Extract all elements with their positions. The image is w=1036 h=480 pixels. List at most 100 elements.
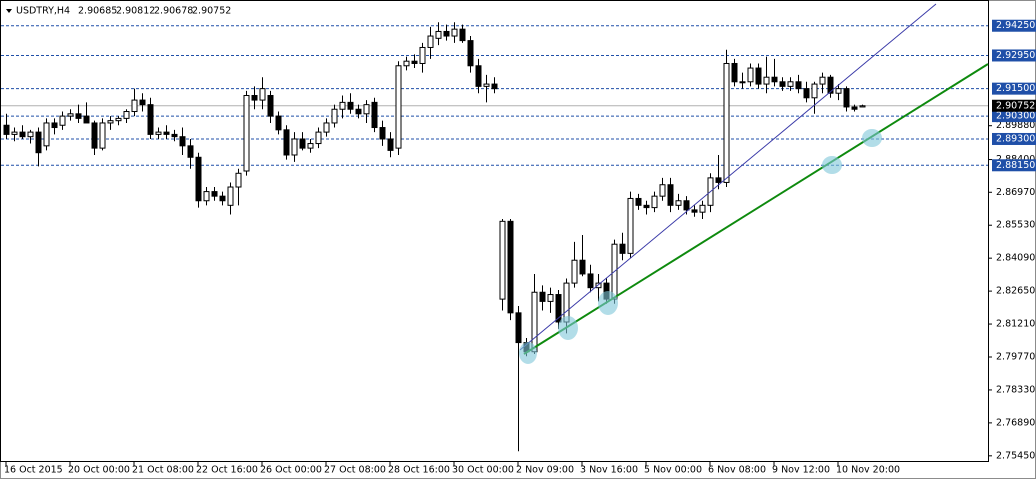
candle-body	[419, 46, 426, 64]
candle-body	[555, 294, 562, 323]
x-tick-label: 2 Nov 09:00	[516, 465, 574, 476]
candle-body	[739, 81, 746, 84]
candle-body	[91, 122, 98, 149]
trend-line-thin[interactable]	[519, 3, 937, 351]
candle-body	[779, 81, 786, 87]
level-label: 2.92950	[996, 50, 1035, 61]
x-tick-label: 10 Nov 20:00	[836, 465, 900, 476]
candle-body	[643, 204, 650, 209]
candle-body	[179, 136, 186, 147]
candle-body	[251, 95, 258, 101]
touch-marker	[558, 316, 578, 340]
candle-body	[859, 105, 866, 108]
candle-body	[115, 117, 122, 122]
candle-body	[219, 195, 226, 202]
candle-body	[659, 184, 666, 197]
price-label: 2.90752	[996, 100, 1035, 111]
candle-body	[531, 291, 538, 353]
candle-body	[619, 243, 626, 254]
candle-body	[443, 30, 450, 37]
touch-marker	[598, 291, 618, 315]
candle-body	[667, 184, 674, 206]
candle-body	[83, 115, 90, 124]
candle-body	[627, 197, 634, 254]
candle-body	[587, 273, 594, 289]
candle-body	[347, 101, 354, 110]
price-label-box	[992, 99, 1036, 112]
candle-body	[155, 131, 162, 135]
candle-body	[123, 111, 130, 119]
candle-body	[459, 28, 466, 42]
y-tick-label: 2.85530	[996, 220, 1035, 231]
x-tick-label: 20 Oct 00:00	[68, 465, 130, 476]
x-tick-label: 16 Oct 2015	[4, 465, 63, 476]
quote-high: 2.90812	[116, 6, 155, 17]
candle-body	[427, 35, 434, 48]
candle-body	[483, 83, 490, 87]
candle-body	[211, 191, 218, 197]
candle-body	[227, 186, 234, 206]
x-tick-label: 5 Nov 00:00	[644, 465, 702, 476]
candle-body	[307, 143, 314, 149]
candle-body	[291, 138, 298, 156]
y-tick-label: 2.78330	[996, 384, 1035, 395]
level-label-box	[992, 82, 1036, 95]
candle-body	[635, 197, 642, 206]
candle-body	[467, 40, 474, 67]
level-label-box	[992, 49, 1036, 62]
candle-body	[571, 259, 578, 284]
candle-body	[475, 65, 482, 87]
candle-body	[67, 113, 74, 117]
candle-body	[387, 138, 394, 151]
candle-body	[315, 131, 322, 145]
candle-body	[843, 88, 850, 108]
candle-body	[171, 133, 178, 138]
level-label: 2.90300	[996, 111, 1035, 122]
y-tick-label: 2.82650	[996, 286, 1035, 297]
candle-body	[499, 220, 506, 300]
quote-open: 2.90685	[78, 6, 117, 17]
candle-body	[491, 83, 498, 90]
candle-body	[331, 108, 338, 124]
candle-body	[691, 209, 698, 213]
x-tick-label: 6 Nov 08:00	[708, 465, 766, 476]
candle-body	[275, 115, 282, 131]
candle-body	[35, 131, 42, 154]
candle-body	[19, 131, 26, 138]
candle-body	[147, 104, 154, 135]
y-tick-label: 2.86970	[996, 187, 1035, 198]
level-label: 2.94250	[996, 20, 1035, 31]
y-tick-label: 2.84090	[996, 253, 1035, 264]
candle-body	[595, 282, 602, 289]
y-tick-label: 2.76890	[996, 417, 1035, 428]
y-tick-label: 2.79770	[996, 351, 1035, 362]
candle-body	[515, 312, 522, 344]
y-tick-label: 2.89880	[996, 120, 1035, 131]
x-tick-label: 26 Oct 00:00	[260, 465, 322, 476]
candle-body	[851, 106, 858, 110]
candle-body	[835, 88, 842, 94]
candle-body	[299, 138, 306, 149]
menu-arrow[interactable]	[6, 9, 12, 13]
candle-body	[403, 60, 410, 67]
candle-body	[259, 88, 266, 101]
candle-body	[139, 99, 146, 106]
candle-body	[715, 177, 722, 183]
symbol-label: USDTRY,H4	[16, 6, 70, 17]
candle-body	[579, 259, 586, 275]
candle-body	[683, 200, 690, 211]
level-label-box	[992, 110, 1036, 123]
candle-body	[507, 220, 514, 314]
candle-body	[371, 101, 378, 129]
candle-body	[755, 67, 762, 85]
candle-body	[803, 88, 810, 99]
candle-body	[547, 294, 554, 302]
level-label-box	[992, 132, 1036, 145]
level-label: 2.91500	[996, 83, 1035, 94]
candle-body	[651, 195, 658, 209]
candle-body	[267, 95, 274, 117]
level-label: 2.88150	[996, 160, 1035, 171]
x-tick-label: 9 Nov 12:00	[772, 465, 830, 476]
